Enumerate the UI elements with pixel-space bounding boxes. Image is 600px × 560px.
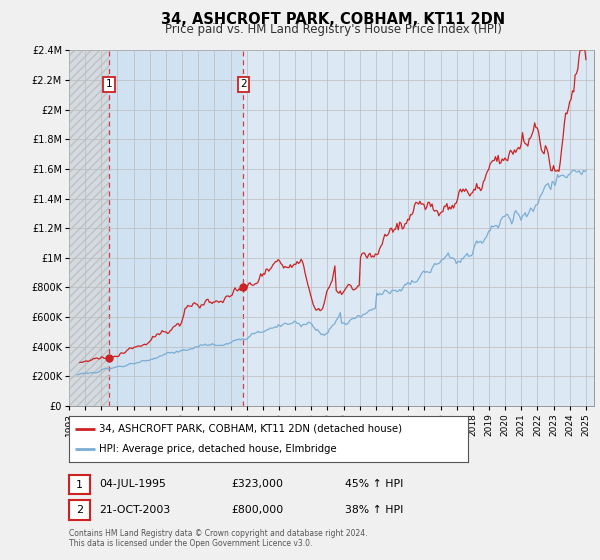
- Text: This data is licensed under the Open Government Licence v3.0.: This data is licensed under the Open Gov…: [69, 539, 313, 548]
- Text: 34, ASHCROFT PARK, COBHAM, KT11 2DN: 34, ASHCROFT PARK, COBHAM, KT11 2DN: [161, 12, 505, 27]
- Text: Price paid vs. HM Land Registry's House Price Index (HPI): Price paid vs. HM Land Registry's House …: [164, 22, 502, 36]
- Text: 45% ↑ HPI: 45% ↑ HPI: [345, 479, 403, 489]
- Text: Contains HM Land Registry data © Crown copyright and database right 2024.: Contains HM Land Registry data © Crown c…: [69, 529, 367, 538]
- Bar: [109, 50, 244, 406]
- Text: £800,000: £800,000: [231, 505, 283, 515]
- Text: 1: 1: [106, 79, 113, 89]
- Text: HPI: Average price, detached house, Elmbridge: HPI: Average price, detached house, Elmb…: [99, 444, 337, 454]
- Text: 04-JUL-1995: 04-JUL-1995: [99, 479, 166, 489]
- Bar: [69, 50, 109, 406]
- Bar: [244, 50, 594, 406]
- Text: £323,000: £323,000: [231, 479, 283, 489]
- Text: 1: 1: [76, 480, 83, 489]
- Text: 38% ↑ HPI: 38% ↑ HPI: [345, 505, 403, 515]
- Text: 21-OCT-2003: 21-OCT-2003: [99, 505, 170, 515]
- Text: 34, ASHCROFT PARK, COBHAM, KT11 2DN (detached house): 34, ASHCROFT PARK, COBHAM, KT11 2DN (det…: [99, 423, 402, 433]
- Text: 2: 2: [76, 505, 83, 515]
- Text: 2: 2: [240, 79, 247, 89]
